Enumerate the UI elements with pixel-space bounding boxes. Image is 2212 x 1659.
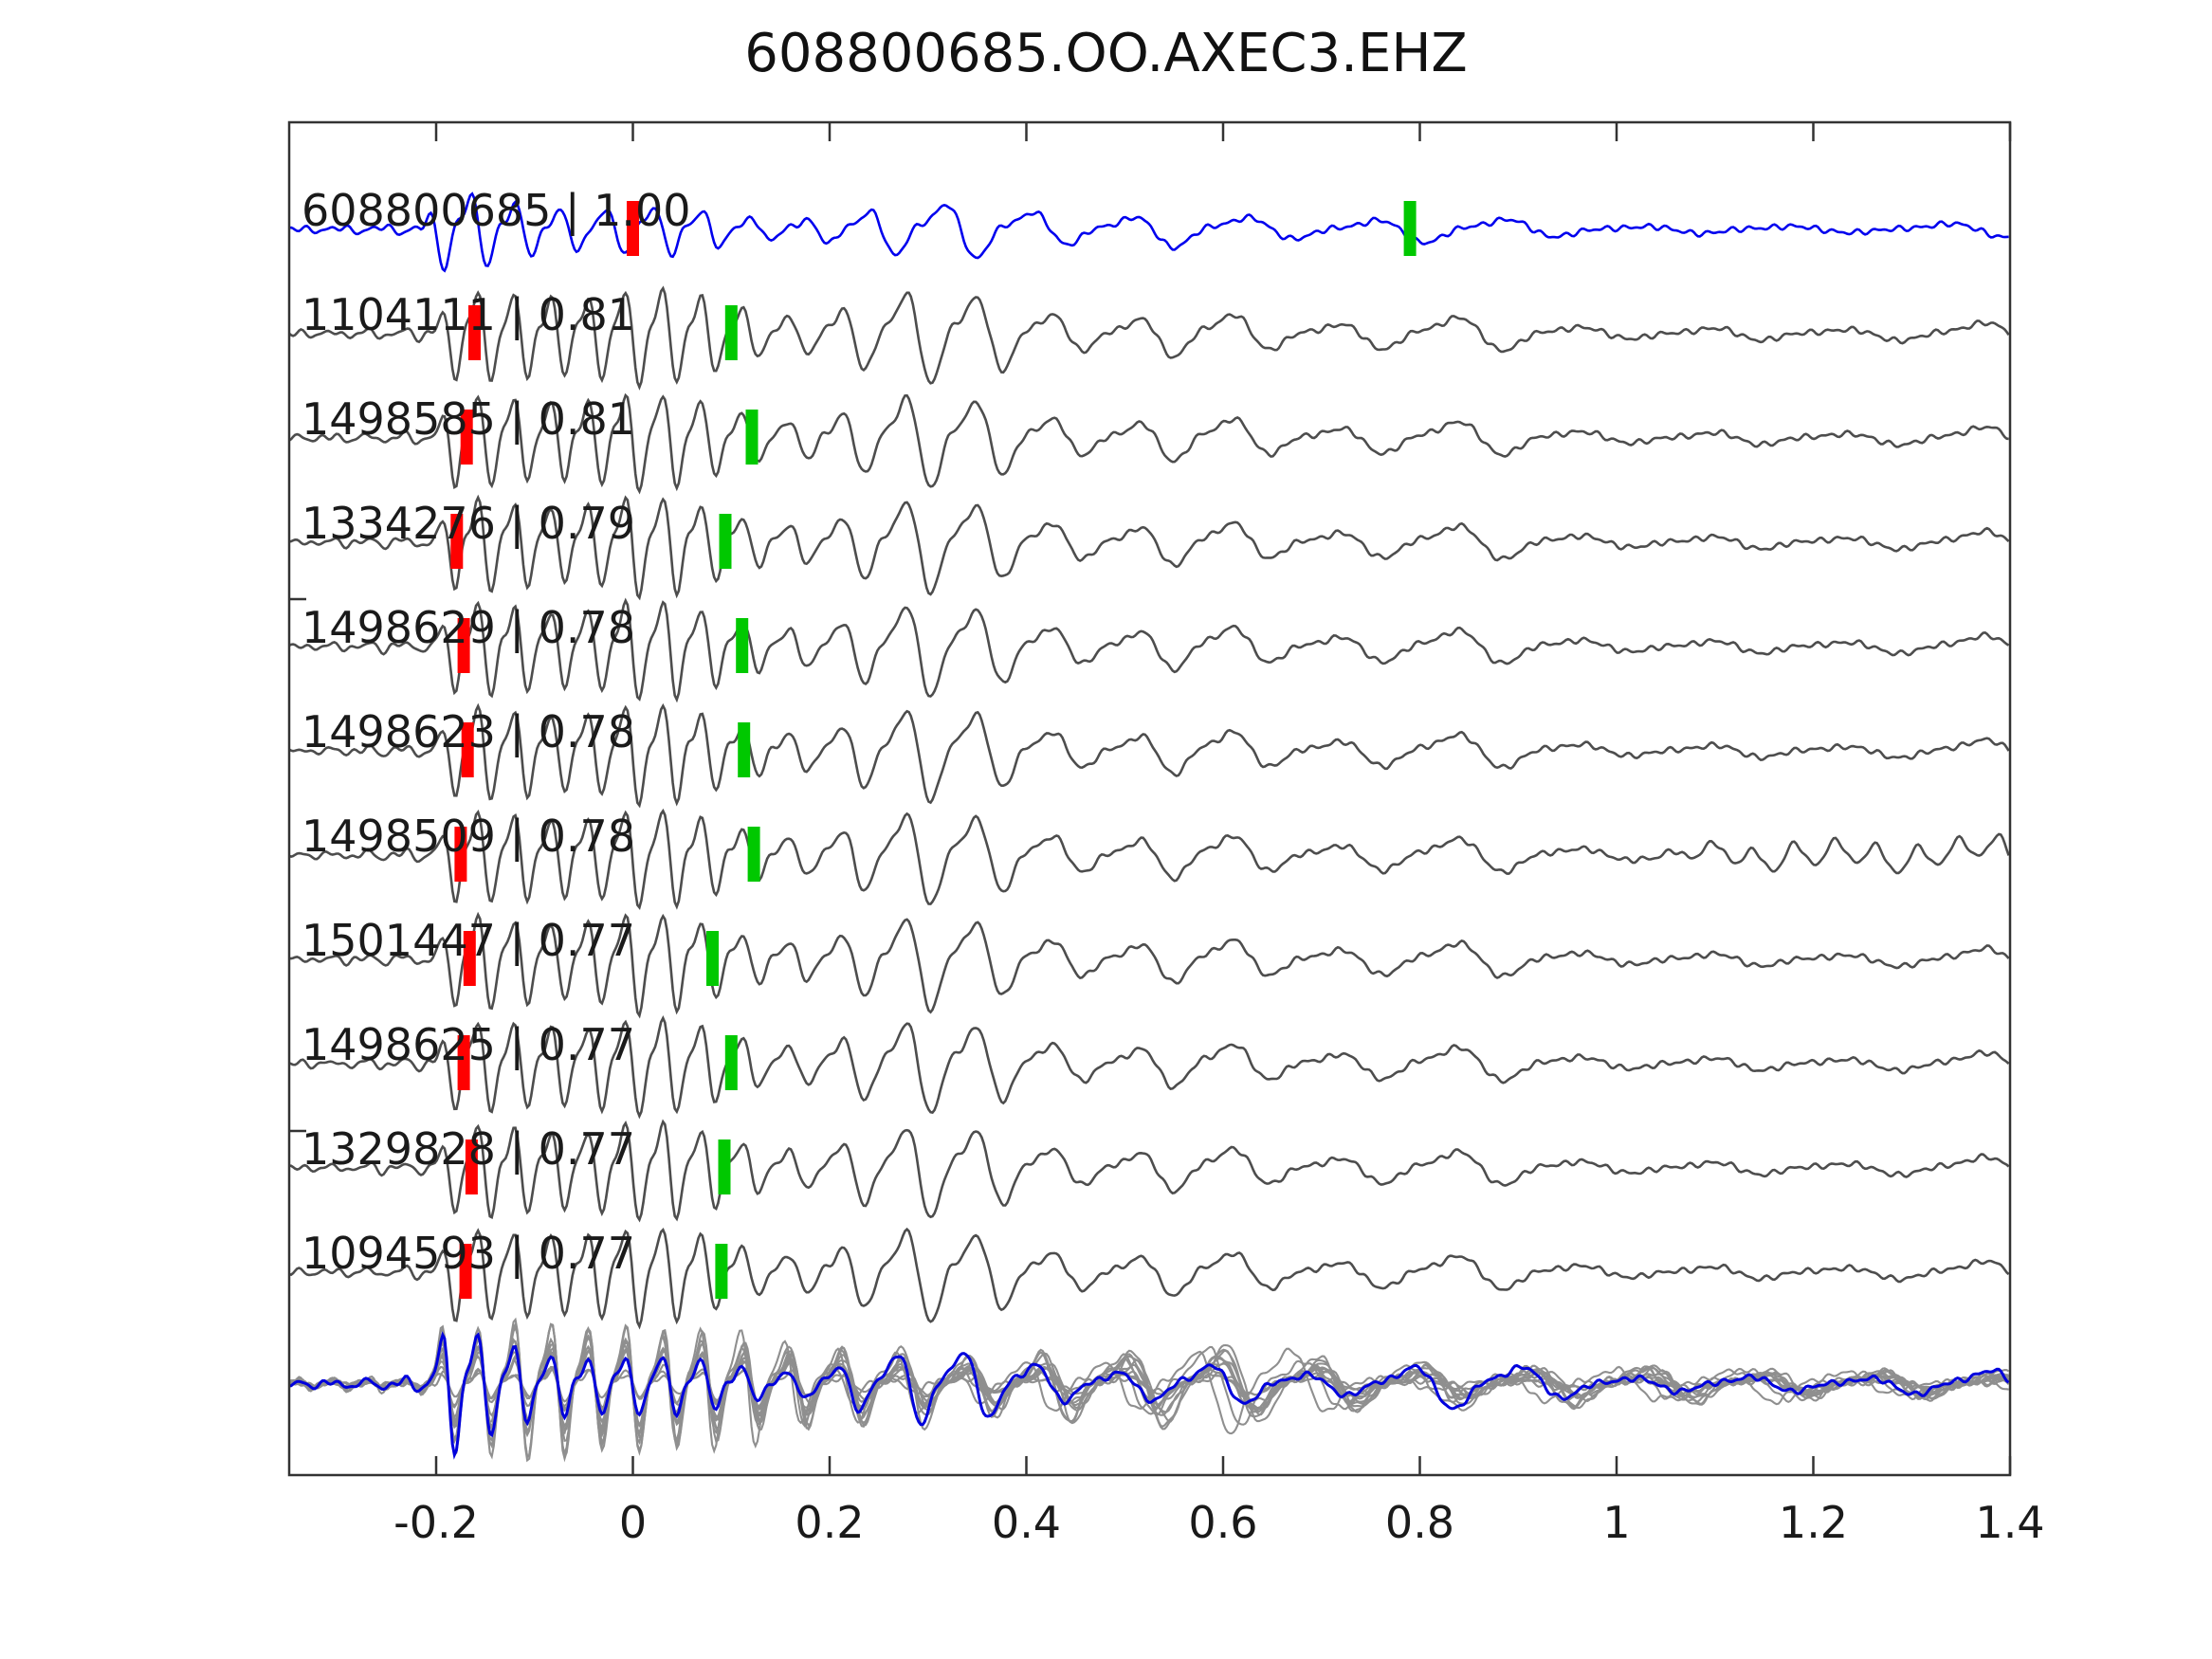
waveform-trace-1104111 <box>289 285 2010 391</box>
x-tick-label: 0.8 <box>1385 1497 1454 1548</box>
trace-label: 1104111 | 0.81 <box>302 289 635 341</box>
x-tick-label: 0.4 <box>992 1497 1061 1548</box>
plot-title: 608800685.OO.AXEC3.EHZ <box>744 23 1468 84</box>
trace-label: 1498625 | 0.77 <box>302 1019 635 1071</box>
waveform-trace-1498585 <box>289 392 2009 495</box>
green-pick-marker <box>724 305 738 360</box>
trace-label: 1498585 | 0.81 <box>302 393 635 446</box>
red-pick-marker <box>457 618 470 673</box>
green-pick-marker <box>715 1244 728 1299</box>
red-pick-marker <box>465 1139 478 1194</box>
trace-label: 1498509 | 0.78 <box>302 811 635 863</box>
waveform-trace-1334276 <box>289 494 2010 601</box>
x-tick-label: 1 <box>1602 1497 1630 1548</box>
green-pick-marker <box>1403 201 1417 256</box>
red-pick-marker <box>460 410 473 465</box>
green-pick-marker <box>724 1035 738 1090</box>
x-tick-label: 1.2 <box>1779 1497 1848 1548</box>
pick-markers <box>450 201 1417 1299</box>
waveform-trace-1498623 <box>289 702 2010 809</box>
red-pick-marker <box>459 1244 472 1299</box>
plot-border <box>287 120 2012 1477</box>
x-tick-label: 0.6 <box>1188 1497 1257 1548</box>
waveform-trace-1094593 <box>289 1227 2010 1330</box>
trace-label: 608800685 | 1.00 <box>302 185 691 237</box>
green-pick-marker <box>718 1139 731 1194</box>
red-pick-marker <box>468 305 481 360</box>
green-pick-marker <box>738 722 751 777</box>
green-pick-marker <box>719 514 732 569</box>
trace-area <box>289 191 2010 1463</box>
green-pick-marker <box>706 931 719 986</box>
trace-label: 1498629 | 0.78 <box>302 602 635 654</box>
waveform-trace-1498625 <box>289 1014 2010 1120</box>
trace-label: 1094593 | 0.77 <box>302 1228 635 1280</box>
x-tick-label: -0.2 <box>393 1497 479 1548</box>
green-pick-marker <box>745 410 759 465</box>
red-pick-marker <box>457 1035 470 1090</box>
green-pick-marker <box>736 618 749 673</box>
waveform-trace-1498509 <box>289 808 2010 910</box>
stack-overlay-trace <box>289 1331 2010 1460</box>
trace-label: 1334276 | 0.79 <box>302 498 635 550</box>
trace-label: 1498623 | 0.78 <box>302 706 635 758</box>
red-pick-marker <box>461 722 474 777</box>
red-pick-marker <box>450 514 464 569</box>
waveform-trace-1501447 <box>289 911 2010 1019</box>
red-pick-marker <box>454 827 467 882</box>
trace-label: 1501447 | 0.77 <box>302 915 635 967</box>
waveform-trace-608800685 <box>289 191 2009 273</box>
waveform-trace-1329828 <box>289 1119 2010 1223</box>
x-tick-label: 0.2 <box>795 1497 864 1548</box>
axes: -0.2 0 0.2 0.4 0.6 0.8 1 1.2 1.4 <box>287 120 2045 1548</box>
trace-labels: 608800685 | 1.00 1104111 | 0.81 1498585 | … <box>302 185 691 1280</box>
red-pick-marker <box>463 931 476 986</box>
waveform-trace-1498629 <box>289 597 2010 703</box>
green-pick-marker <box>747 827 760 882</box>
x-tick-label: 1.4 <box>1975 1497 2044 1548</box>
x-tick-label: 0 <box>619 1497 647 1548</box>
trace-label: 1329828 | 0.77 <box>302 1123 635 1176</box>
red-pick-marker <box>627 201 639 256</box>
